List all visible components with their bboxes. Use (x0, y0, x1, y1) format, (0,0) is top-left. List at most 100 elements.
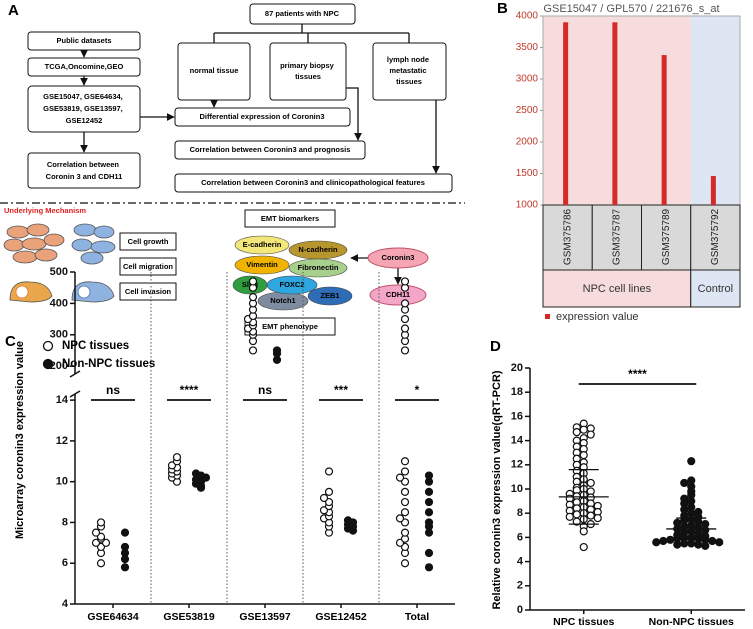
data-point (400, 508, 410, 517)
node-label: lymph node metastatic tissues (387, 55, 431, 86)
node-box (119, 282, 177, 301)
biomarker-cluster (232, 235, 353, 311)
significance-label: ns (106, 383, 120, 397)
y-tick-label: 4 (62, 598, 69, 610)
data-point (715, 538, 724, 547)
data-point (572, 428, 581, 437)
data-point (400, 324, 410, 333)
data-point (659, 536, 668, 546)
biomarker-label: ZEB1 (320, 291, 339, 300)
data-point (680, 478, 689, 488)
x-tick-label: GSM375792 (710, 208, 721, 265)
y-tick-label: 1500 (516, 168, 539, 179)
node-label: Cell migration (123, 262, 173, 271)
node-box (372, 42, 447, 101)
panel-label: B (497, 0, 508, 17)
y-axis-label: Relative coronin3 expression value(qRT-P… (491, 370, 503, 609)
y-tick-label: 18 (511, 386, 523, 398)
group-box (542, 269, 692, 308)
node-label: primary biopsy tissues (280, 61, 336, 81)
panel-label: D (490, 338, 501, 355)
node-label: TCGA,Oncomine,GEO (45, 62, 124, 71)
data-point (424, 518, 434, 527)
legend-marker (42, 358, 54, 370)
significance-label: ns (258, 383, 272, 397)
legend-label: expression value (556, 311, 639, 323)
data-point (572, 510, 581, 519)
data-point (579, 542, 588, 552)
node-ellipse (367, 247, 429, 269)
y-tick-label: 10 (511, 483, 523, 495)
data-point (400, 346, 410, 355)
x-tick-label: Total (405, 611, 429, 623)
y-tick-label: 10 (56, 476, 68, 488)
x-tick-label: GSM375786 (562, 208, 573, 265)
node-box (119, 232, 177, 251)
y-tick-label: 14 (56, 394, 69, 406)
node-box (174, 173, 453, 193)
node-line: GSE15047, GSE64634, (43, 92, 123, 101)
data-point (666, 535, 675, 544)
data-point (400, 457, 410, 466)
node-label: Correlation between Coronin3 and prognos… (190, 145, 351, 154)
data-point (701, 541, 710, 550)
node-line: lymph node (387, 55, 429, 64)
y-tick-label: 2500 (516, 105, 539, 116)
data-point (400, 314, 410, 324)
x-tick-label: GSM375787 (612, 208, 623, 265)
node-label: Correlation between Coronin 3 and CDH11 (46, 160, 123, 181)
data-point (319, 493, 329, 503)
legend-label: Non-NPC tissues (62, 358, 155, 370)
biomarker-label: Vimentin (246, 260, 278, 269)
data-point (586, 511, 595, 520)
data-point (424, 497, 434, 507)
biomarker-label: Notch1 (270, 296, 295, 305)
x-tick-label: NPC tissues (553, 616, 614, 628)
chart-title: GSE15047 / GPL570 / 221676_s_at (543, 3, 719, 15)
y-tick-label: 12 (56, 435, 68, 447)
data-point (248, 346, 258, 355)
biomarker-label: Slug (242, 280, 259, 289)
significance-label: * (415, 383, 420, 397)
data-point (579, 425, 588, 434)
data-point (424, 563, 434, 572)
data-point (400, 467, 410, 476)
data-point (400, 559, 410, 568)
node-box (174, 140, 366, 160)
data-point (652, 538, 661, 547)
biomarker-label: FOXC2 (279, 280, 304, 289)
group-label: NPC cell lines (583, 283, 652, 295)
legend-marker (42, 340, 54, 352)
y-tick-label: 4000 (516, 11, 539, 22)
data-point (400, 299, 410, 308)
data-point (96, 559, 106, 568)
node-label: Coronin3 (382, 253, 415, 262)
data-point (324, 467, 334, 476)
category-box (591, 204, 642, 271)
data-point (120, 542, 130, 552)
data-point (565, 512, 574, 521)
y-tick-label: 0 (517, 604, 523, 616)
node-label: Differential expression of Coronin3 (199, 112, 324, 121)
data-point (395, 473, 405, 482)
cell-illustration (3, 223, 116, 303)
node-label: normal tissue (190, 66, 239, 75)
data-point (593, 513, 602, 523)
data-point (120, 528, 130, 537)
node-box (27, 31, 141, 51)
data-point (248, 293, 258, 302)
node-label: Public datasets (56, 36, 111, 45)
section-title: Underlying Mechanism (4, 206, 86, 215)
bar (710, 176, 716, 205)
data-point (172, 453, 182, 462)
data-point (586, 430, 595, 439)
data-point (272, 346, 282, 355)
node-ellipse (369, 284, 427, 306)
axis-break (69, 370, 81, 378)
biomarker-label: Fibronectin (298, 263, 339, 272)
y-tick-label: 400 (50, 297, 68, 309)
node-label: Cell growth (128, 237, 169, 246)
data-point (91, 528, 101, 537)
workflow-diagram: 87 patients with NPC Public datasets TCG… (0, 3, 465, 336)
